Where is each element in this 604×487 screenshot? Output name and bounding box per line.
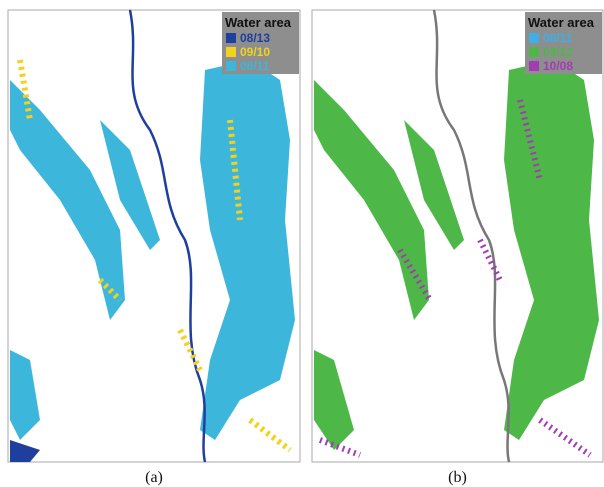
legend-label: 09/10 — [240, 45, 270, 59]
legend-swatch — [226, 47, 236, 57]
legend-swatch — [529, 61, 539, 71]
caption: (b) — [448, 469, 467, 486]
legend-title: Water area — [528, 15, 595, 30]
legend-swatch — [226, 33, 236, 43]
map-panel-a — [8, 10, 300, 462]
figure: Water area08/1309/1008/11(a)Water area08… — [0, 0, 604, 487]
map-panel-b — [312, 10, 603, 462]
legend-label: 08/11 — [240, 59, 270, 73]
caption: (a) — [145, 469, 163, 486]
legend-title: Water area — [225, 15, 292, 30]
legend-label: 08/13 — [240, 31, 270, 45]
legend-swatch — [226, 61, 236, 71]
legend-label: 10/08 — [543, 59, 573, 73]
legend-swatch — [529, 33, 539, 43]
legend-swatch — [529, 47, 539, 57]
legend-label: 08/11 — [543, 31, 573, 45]
legend-label: 09/12 — [543, 45, 573, 59]
